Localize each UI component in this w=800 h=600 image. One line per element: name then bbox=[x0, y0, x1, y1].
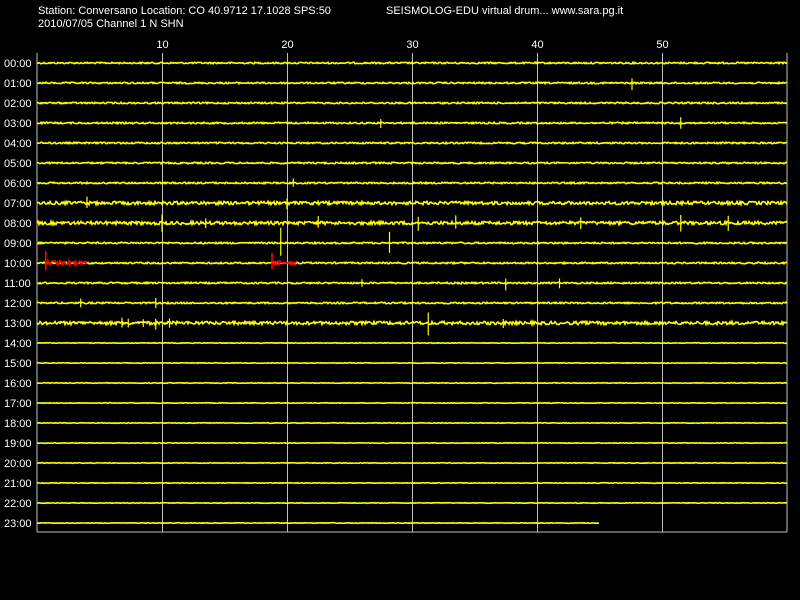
seismic-trace bbox=[36, 481, 788, 485]
hour-label: 21:00 bbox=[4, 478, 32, 490]
minute-tick-label: 10 bbox=[156, 39, 168, 51]
seismic-trace bbox=[36, 80, 788, 86]
hour-label: 23:00 bbox=[4, 518, 32, 530]
minute-tick-label: 50 bbox=[656, 39, 668, 51]
hour-label: 20:00 bbox=[4, 458, 32, 470]
hour-label: 03:00 bbox=[4, 118, 32, 130]
hour-label: 08:00 bbox=[4, 218, 32, 230]
seismic-trace bbox=[36, 140, 788, 146]
event-trace bbox=[271, 259, 298, 268]
seismic-trace bbox=[36, 180, 788, 186]
seismic-trace bbox=[36, 300, 788, 306]
seismic-trace bbox=[36, 260, 788, 266]
hour-label: 19:00 bbox=[4, 438, 32, 450]
hour-label: 18:00 bbox=[4, 418, 32, 430]
hour-label: 11:00 bbox=[4, 278, 31, 290]
hour-label: 02:00 bbox=[4, 98, 32, 110]
seismic-trace bbox=[36, 160, 788, 166]
minute-tick-label: 40 bbox=[531, 39, 543, 51]
hour-label: 04:00 bbox=[4, 138, 32, 150]
seismic-trace bbox=[36, 319, 788, 328]
minute-tick-label: 30 bbox=[406, 39, 418, 51]
seismic-trace bbox=[36, 521, 600, 525]
date-channel-info: 2010/07/05 Channel 1 N SHN bbox=[38, 18, 184, 30]
hour-label: 17:00 bbox=[4, 398, 32, 410]
seismic-trace bbox=[36, 501, 787, 505]
hour-label: 01:00 bbox=[4, 78, 32, 90]
hour-label: 09:00 bbox=[4, 238, 32, 250]
hour-label: 16:00 bbox=[4, 378, 32, 390]
seismic-trace bbox=[36, 361, 788, 365]
seismic-trace bbox=[36, 461, 788, 465]
hour-label: 10:00 bbox=[4, 258, 32, 270]
source-info: SEISMOLOG-EDU virtual drum... www.sara.p… bbox=[386, 5, 624, 17]
hour-label: 00:00 bbox=[4, 58, 32, 70]
event-trace bbox=[45, 258, 88, 268]
station-info: Station: Conversano Location: CO 40.9712… bbox=[38, 5, 331, 17]
grid-layer bbox=[36, 53, 788, 533]
minute-tick-label: 20 bbox=[281, 39, 293, 51]
seismic-trace bbox=[36, 441, 788, 445]
seismic-trace bbox=[36, 280, 788, 286]
seismic-trace bbox=[36, 341, 788, 345]
trace-layer bbox=[36, 60, 788, 525]
seismic-trace bbox=[36, 199, 788, 207]
hour-label: 13:00 bbox=[4, 318, 32, 330]
seismic-trace bbox=[36, 60, 788, 66]
hour-label: 12:00 bbox=[4, 298, 32, 310]
seismic-trace bbox=[36, 381, 788, 385]
hour-label: 14:00 bbox=[4, 338, 32, 350]
minute-tick-labels: 10 20 30 40 50 bbox=[156, 39, 668, 51]
seismic-trace bbox=[36, 120, 788, 126]
hour-labels: 00:00 01:00 02:00 03:00 04:00 05:00 06:00 07:00… bbox=[4, 58, 32, 530]
seismic-trace bbox=[36, 100, 788, 106]
hour-label: 15:00 bbox=[4, 358, 32, 370]
seismic-trace bbox=[36, 401, 788, 405]
hour-label: 05:00 bbox=[4, 158, 32, 170]
hour-label: 22:00 bbox=[4, 498, 32, 510]
seismic-trace bbox=[36, 240, 788, 246]
hour-label: 07:00 bbox=[4, 198, 32, 210]
hour-label: 06:00 bbox=[4, 178, 32, 190]
seismic-trace bbox=[36, 421, 788, 425]
